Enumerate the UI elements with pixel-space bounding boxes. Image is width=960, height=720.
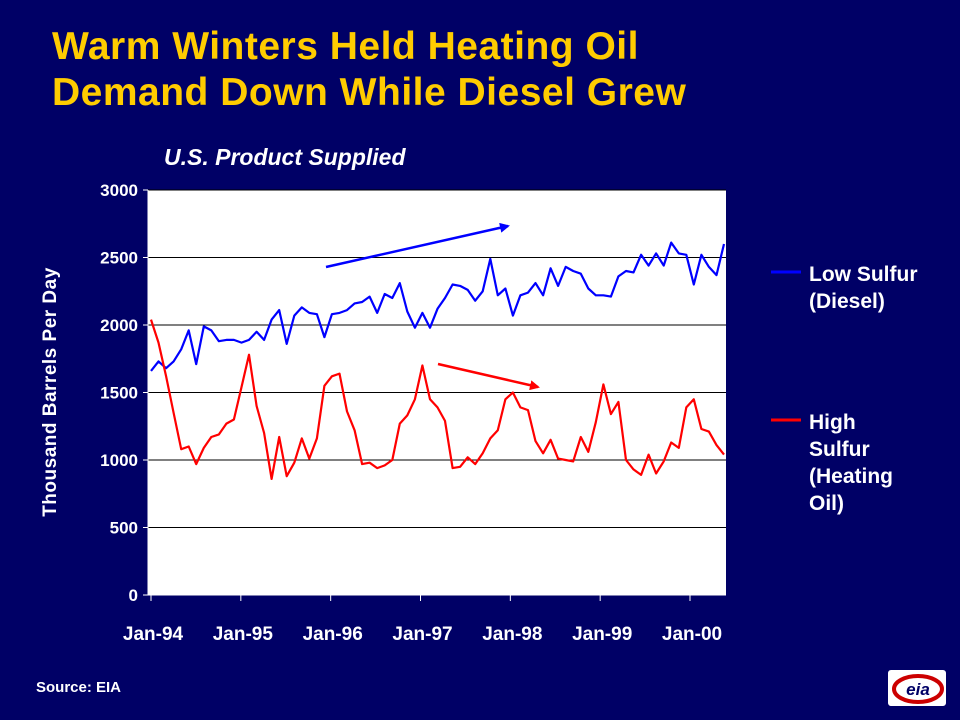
slide-title-line-1: Warm Winters Held Heating Oil [52,25,639,68]
x-tick-label: Jan-98 [482,624,542,645]
x-tick-label: Jan-95 [213,624,274,645]
slide-title-line-2: Demand Down While Diesel Grew [52,71,687,114]
trend-arrow-up [325,222,510,269]
eia-logo: eia [888,670,946,706]
legend-label: Sulfur [809,438,870,461]
y-tick-label: 2500 [100,249,138,268]
slide-title: Warm Winters Held Heating Oil Demand Dow… [52,24,686,116]
y-axis-label: Thousand Barrels Per Day [40,267,61,517]
chart-subtitle: U.S. Product Supplied [164,144,406,170]
trend-arrow-down [437,362,540,391]
x-tick-label: Jan-97 [392,624,452,645]
y-tick-label: 3000 [100,181,138,200]
y-tick-label: 1500 [100,384,138,403]
legend-label: High [809,411,856,434]
y-tick-label: 2000 [100,316,138,335]
x-tick-label: Jan-99 [572,624,632,645]
legend-label: (Diesel) [809,290,885,313]
eia-logo-text: eia [906,680,930,699]
x-tick-label: Jan-00 [662,624,722,645]
y-tick-label: 1000 [100,451,138,470]
y-tick-label: 0 [129,586,138,605]
y-tick-label: 500 [110,519,138,538]
legend-label: Low Sulfur [809,263,918,286]
legend-label: Oil) [809,492,844,515]
x-tick-label: Jan-96 [303,624,363,645]
series-line-low-sulfur [150,241,726,372]
source-note: Source: EIA [36,679,122,696]
legend-label: (Heating [809,465,893,488]
x-tick-label: Jan-94 [123,624,184,645]
series-line-high-sulfur [149,319,725,480]
